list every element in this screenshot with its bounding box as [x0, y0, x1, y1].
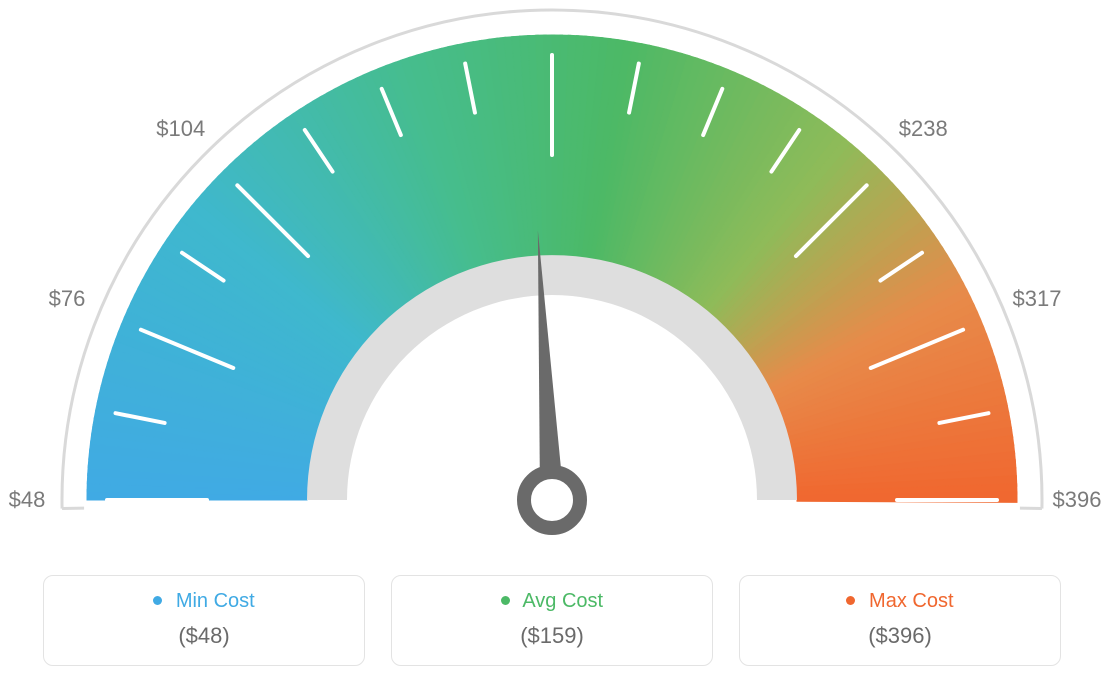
legend-dot-icon	[501, 596, 510, 605]
gauge-svg	[0, 0, 1104, 560]
legend-dot-icon	[846, 596, 855, 605]
legend-card-max: Max Cost ($396)	[739, 575, 1061, 666]
gauge-scale-label: $104	[156, 116, 205, 142]
legend-value-min: ($48)	[44, 623, 364, 649]
gauge-area: $48$76$104$159$238$317$396	[0, 0, 1104, 560]
legend-title-avg-text: Avg Cost	[522, 590, 603, 612]
gauge-scale-label: $317	[1013, 286, 1062, 312]
gauge-scale-label: $396	[1053, 487, 1102, 513]
legend-title-max: Max Cost	[740, 590, 1060, 613]
legend-title-min-text: Min Cost	[176, 590, 255, 612]
gauge-scale-label: $76	[49, 286, 86, 312]
legend-title-avg: Avg Cost	[392, 590, 712, 613]
legend-value-avg: ($159)	[392, 623, 712, 649]
gauge-chart-container: $48$76$104$159$238$317$396 Min Cost ($48…	[0, 0, 1104, 690]
gauge-scale-label: $48	[9, 487, 46, 513]
gauge-scale-label: $238	[899, 116, 948, 142]
legend-title-min: Min Cost	[44, 590, 364, 613]
legend-row: Min Cost ($48) Avg Cost ($159) Max Cost …	[0, 575, 1104, 666]
legend-title-max-text: Max Cost	[869, 590, 953, 612]
legend-card-avg: Avg Cost ($159)	[391, 575, 713, 666]
legend-card-min: Min Cost ($48)	[43, 575, 365, 666]
legend-value-max: ($396)	[740, 623, 1060, 649]
legend-dot-icon	[153, 596, 162, 605]
